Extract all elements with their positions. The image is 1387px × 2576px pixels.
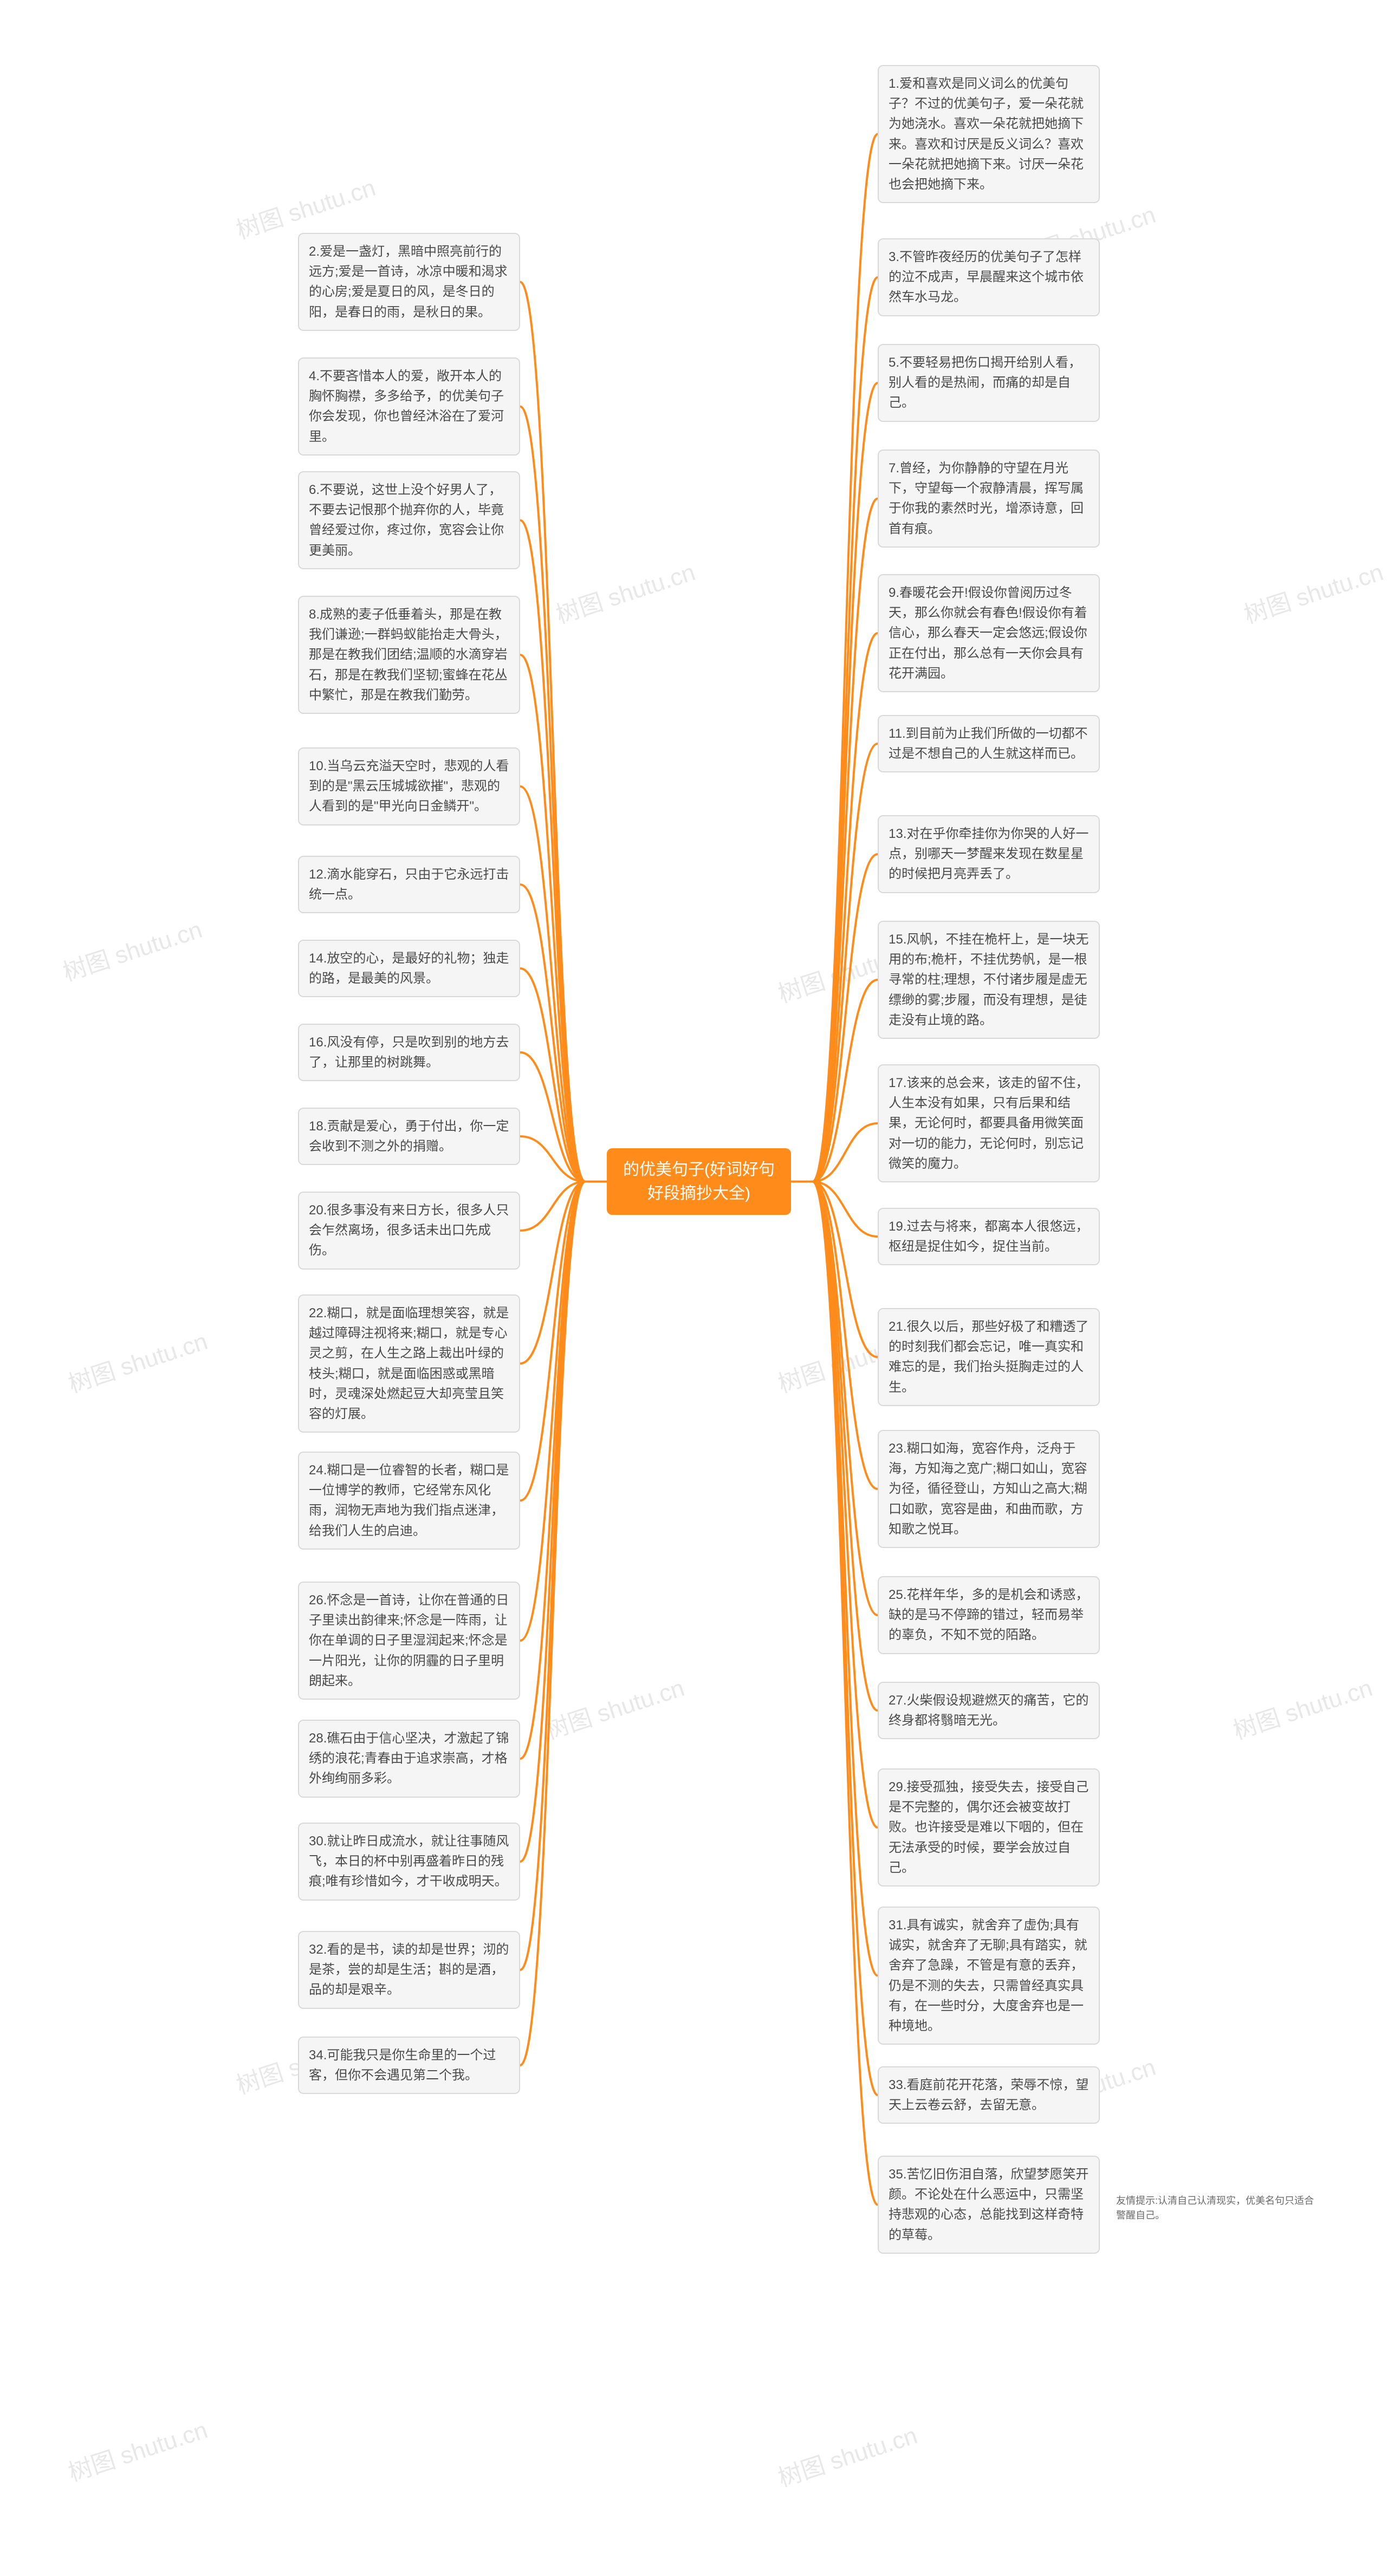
watermark: 树图 shutu.cn <box>551 552 699 630</box>
mindmap-node-text: 8.成熟的麦子低垂着头，那是在教我们谦逊;一群蚂蚁能抬走大骨头，那是在教我们团结… <box>309 607 508 702</box>
watermark: 树图 shutu.cn <box>540 1668 688 1746</box>
footnote: 友情提示:认清自己认清现实，优美名句只适合警醒自己。 <box>1116 2194 1322 2223</box>
mindmap-node-text: 21.很久以后，那些好极了和糟透了的时刻我们都会忘记，唯一真实和难忘的是，我们抬… <box>889 1319 1088 1395</box>
mindmap-node: 35.苦忆旧伤泪自落，欣望梦愿笑开颜。不论处在什么恶运中，只需坚持悲观的心态，总… <box>878 2156 1100 2254</box>
mindmap-node-text: 34.可能我只是你生命里的一个过客，但你不会遇见第二个我。 <box>309 2048 496 2083</box>
mindmap-node-text: 14.放空的心，是最好的礼物；独走的路，是最美的风景。 <box>309 951 509 986</box>
mindmap-node-text: 13.对在乎你牵挂你为你哭的人好一点，别哪天一梦醒来发现在数星星的时候把月亮弄丢… <box>889 827 1088 881</box>
mindmap-node: 32.看的是书，读的却是世界；沏的是茶，尝的却是生活；斟的是酒，品的却是艰辛。 <box>298 1931 520 2009</box>
footnote-text: 友情提示:认清自己认清现实，优美名句只适合警醒自己。 <box>1116 2195 1314 2221</box>
mindmap-node: 8.成熟的麦子低垂着头，那是在教我们谦逊;一群蚂蚁能抬走大骨头，那是在教我们团结… <box>298 596 520 714</box>
watermark: 树图 shutu.cn <box>63 2410 211 2488</box>
mindmap-node-text: 19.过去与将来，都离本人很悠远，枢纽是捉住如今，捉住当前。 <box>889 1219 1088 1254</box>
watermark: 树图 shutu.cn <box>1228 1668 1376 1746</box>
mindmap-node-text: 32.看的是书，读的却是世界；沏的是茶，尝的却是生活；斟的是酒，品的却是艰辛。 <box>309 1942 509 1997</box>
mindmap-node: 22.糊口，就是面临理想笑容，就是越过障碍注视将来;糊口，就是专心灵之剪，在人生… <box>298 1294 520 1433</box>
connector-layer <box>0 0 1387 2576</box>
mindmap-node: 29.接受孤独，接受失去，接受自己是不完整的，偶尔还会被变故打败。也许接受是难以… <box>878 1768 1100 1887</box>
mindmap-node: 21.很久以后，那些好极了和糟透了的时刻我们都会忘记，唯一真实和难忘的是，我们抬… <box>878 1308 1100 1406</box>
mindmap-node: 25.花样年华，多的是机会和诱惑，缺的是马不停蹄的错过，轻而易举的辜负，不知不觉… <box>878 1576 1100 1654</box>
mindmap-node: 11.到目前为止我们所做的一切都不过是不想自己的人生就这样而已。 <box>878 715 1100 772</box>
mindmap-node-text: 30.就让昨日成流水，就让往事随风飞，本日的杯中别再盛着昨日的残痕;唯有珍惜如今… <box>309 1834 509 1889</box>
mindmap-node-text: 4.不要吝惜本人的爱，敞开本人的胸怀胸襟，多多给予，的优美句子你会发现，你也曾经… <box>309 369 504 444</box>
mindmap-node-text: 24.糊口是一位睿智的长者，糊口是一位博学的教师，它经常东风化雨，润物无声地为我… <box>309 1463 509 1538</box>
mindmap-node: 16.风没有停，只是吹到别的地方去了，让那里的树跳舞。 <box>298 1024 520 1081</box>
center-node-text: 的优美句子(好词好句好段摘抄大全) <box>623 1161 775 1202</box>
mindmap-node-text: 16.风没有停，只是吹到别的地方去了，让那里的树跳舞。 <box>309 1035 509 1070</box>
watermark: 树图 shutu.cn <box>1239 552 1387 630</box>
mindmap-node-text: 3.不管昨夜经历的优美句子了怎样的泣不成声，早晨醒来这个城市依然车水马龙。 <box>889 250 1084 304</box>
mindmap-node: 33.看庭前花开花落，荣辱不惊，望天上云卷云舒，去留无意。 <box>878 2066 1100 2124</box>
mindmap-node: 1.爱和喜欢是同义词么的优美句子？不过的优美句子，爱一朵花就为她浇水。喜欢一朵花… <box>878 65 1100 203</box>
mindmap-node: 20.很多事没有来日方长，很多人只会乍然离场，很多话未出口先成伤。 <box>298 1192 520 1270</box>
mindmap-node: 2.爱是一盏灯，黑暗中照亮前行的远方;爱是一首诗，冰凉中暖和渴求的心房;爱是夏日… <box>298 233 520 331</box>
mindmap-node-text: 22.糊口，就是面临理想笑容，就是越过障碍注视将来;糊口，就是专心灵之剪，在人生… <box>309 1306 509 1421</box>
mindmap-node-text: 23.糊口如海，宽容作舟，泛舟于海，方知海之宽广;糊口如山，宽容为径，循径登山，… <box>889 1441 1087 1537</box>
mindmap-node: 10.当乌云充溢天空时，悲观的人看到的是"黑云压城城欲摧"，悲观的人看到的是"甲… <box>298 747 520 825</box>
mindmap-node: 19.过去与将来，都离本人很悠远，枢纽是捉住如今，捉住当前。 <box>878 1208 1100 1265</box>
mindmap-node: 18.贡献是爱心，勇于付出，你一定会收到不测之外的捐赠。 <box>298 1108 520 1165</box>
mindmap-node: 12.滴水能穿石，只由于它永远打击统一点。 <box>298 856 520 913</box>
mindmap-node-text: 9.春暖花会开!假设你曾阅历过冬天，那么你就会有春色!假设你有着信心，那么春天一… <box>889 586 1087 681</box>
mindmap-node: 13.对在乎你牵挂你为你哭的人好一点，别哪天一梦醒来发现在数星星的时候把月亮弄丢… <box>878 815 1100 893</box>
mindmap-node-text: 26.怀念是一首诗，让你在普通的日子里读出韵律来;怀念是一阵雨，让你在单调的日子… <box>309 1593 509 1688</box>
mindmap-node-text: 15.风帆，不挂在桅杆上，是一块无用的布;桅杆，不挂优势帆，是一根寻常的柱;理想… <box>889 932 1088 1027</box>
mindmap-node-text: 25.花样年华，多的是机会和诱惑，缺的是马不停蹄的错过，轻而易举的辜负，不知不觉… <box>889 1588 1088 1642</box>
mindmap-node-text: 33.看庭前花开花落，荣辱不惊，望天上云卷云舒，去留无意。 <box>889 2078 1088 2112</box>
mindmap-node: 9.春暖花会开!假设你曾阅历过冬天，那么你就会有春色!假设你有着信心，那么春天一… <box>878 574 1100 692</box>
mindmap-node: 4.不要吝惜本人的爱，敞开本人的胸怀胸襟，多多给予，的优美句子你会发现，你也曾经… <box>298 357 520 456</box>
mindmap-node: 34.可能我只是你生命里的一个过客，但你不会遇见第二个我。 <box>298 2037 520 2094</box>
mindmap-node: 24.糊口是一位睿智的长者，糊口是一位博学的教师，它经常东风化雨，润物无声地为我… <box>298 1452 520 1550</box>
mindmap-node: 27.火柴假设规避燃灭的痛苦，它的终身都将翳暗无光。 <box>878 1682 1100 1739</box>
mindmap-node: 7.曾经，为你静静的守望在月光下，守望每一个寂静清晨，挥写属于你我的素然时光，增… <box>878 450 1100 548</box>
mindmap-node-text: 18.贡献是爱心，勇于付出，你一定会收到不测之外的捐赠。 <box>309 1119 509 1154</box>
mindmap-node-text: 10.当乌云充溢天空时，悲观的人看到的是"黑云压城城欲摧"，悲观的人看到的是"甲… <box>309 759 509 814</box>
mindmap-node: 17.该来的总会来，该走的留不住，人生本没有如果，只有后果和结果，无论何时，都要… <box>878 1064 1100 1182</box>
mindmap-node-text: 35.苦忆旧伤泪自落，欣望梦愿笑开颜。不论处在什么恶运中，只需坚持悲观的心态，总… <box>889 2167 1088 2242</box>
mindmap-node: 5.不要轻易把伤口揭开给别人看，别人看的是热闹，而痛的却是自己。 <box>878 344 1100 422</box>
mindmap-node: 26.怀念是一首诗，让你在普通的日子里读出韵律来;怀念是一阵雨，让你在单调的日子… <box>298 1582 520 1700</box>
mindmap-node-text: 2.爱是一盏灯，黑暗中照亮前行的远方;爱是一首诗，冰凉中暖和渴求的心房;爱是夏日… <box>309 244 508 320</box>
mindmap-node-text: 12.滴水能穿石，只由于它永远打击统一点。 <box>309 867 509 902</box>
mindmap-node-text: 7.曾经，为你静静的守望在月光下，守望每一个寂静清晨，挥写属于你我的素然时光，增… <box>889 461 1084 536</box>
mindmap-node-text: 31.具有诚实，就舍弃了虚伪;具有诚实，就舍弃了无聊;具有踏实，就舍弃了急躁，不… <box>889 1918 1087 2033</box>
mindmap-node: 3.不管昨夜经历的优美句子了怎样的泣不成声，早晨醒来这个城市依然车水马龙。 <box>878 238 1100 316</box>
mindmap-node-text: 1.爱和喜欢是同义词么的优美句子？不过的优美句子，爱一朵花就为她浇水。喜欢一朵花… <box>889 76 1084 192</box>
mindmap-node: 31.具有诚实，就舍弃了虚伪;具有诚实，就舍弃了无聊;具有踏实，就舍弃了急躁，不… <box>878 1907 1100 2045</box>
mindmap-node: 6.不要说，这世上没个好男人了，不要去记恨那个抛弃你的人，毕竟曾经爱过你，疼过你… <box>298 471 520 569</box>
mindmap-node-text: 29.接受孤独，接受失去，接受自己是不完整的，偶尔还会被变故打败。也许接受是难以… <box>889 1780 1088 1875</box>
watermark: 树图 shutu.cn <box>63 1322 211 1399</box>
mindmap-node: 23.糊口如海，宽容作舟，泛舟于海，方知海之宽广;糊口如山，宽容为径，循径登山，… <box>878 1430 1100 1548</box>
mindmap-node-text: 27.火柴假设规避燃灭的痛苦，它的终身都将翳暗无光。 <box>889 1693 1088 1728</box>
watermark: 树图 shutu.cn <box>58 910 206 987</box>
mindmap-node-text: 20.很多事没有来日方长，很多人只会乍然离场，很多话未出口先成伤。 <box>309 1203 509 1258</box>
mindmap-node: 28.礁石由于信心坚决，才激起了锦绣的浪花;青春由于追求崇高，才格外绚绚丽多彩。 <box>298 1720 520 1798</box>
mindmap-node: 15.风帆，不挂在桅杆上，是一块无用的布;桅杆，不挂优势帆，是一根寻常的柱;理想… <box>878 921 1100 1039</box>
mindmap-node: 14.放空的心，是最好的礼物；独走的路，是最美的风景。 <box>298 940 520 997</box>
mindmap-node-text: 5.不要轻易把伤口揭开给别人看，别人看的是热闹，而痛的却是自己。 <box>889 355 1081 410</box>
mindmap-node-text: 11.到目前为止我们所做的一切都不过是不想自己的人生就这样而已。 <box>889 726 1088 761</box>
mindmap-node-text: 17.该来的总会来，该走的留不住，人生本没有如果，只有后果和结果，无论何时，都要… <box>889 1076 1088 1171</box>
center-node: 的优美句子(好词好句好段摘抄大全) <box>607 1148 791 1215</box>
mindmap-node-text: 6.不要说，这世上没个好男人了，不要去记恨那个抛弃你的人，毕竟曾经爱过你，疼过你… <box>309 483 504 558</box>
mindmap-node-text: 28.礁石由于信心坚决，才激起了锦绣的浪花;青春由于追求崇高，才格外绚绚丽多彩。 <box>309 1731 509 1786</box>
mindmap-node: 30.就让昨日成流水，就让往事随风飞，本日的杯中别再盛着昨日的残痕;唯有珍惜如今… <box>298 1823 520 1901</box>
watermark: 树图 shutu.cn <box>773 2416 921 2493</box>
